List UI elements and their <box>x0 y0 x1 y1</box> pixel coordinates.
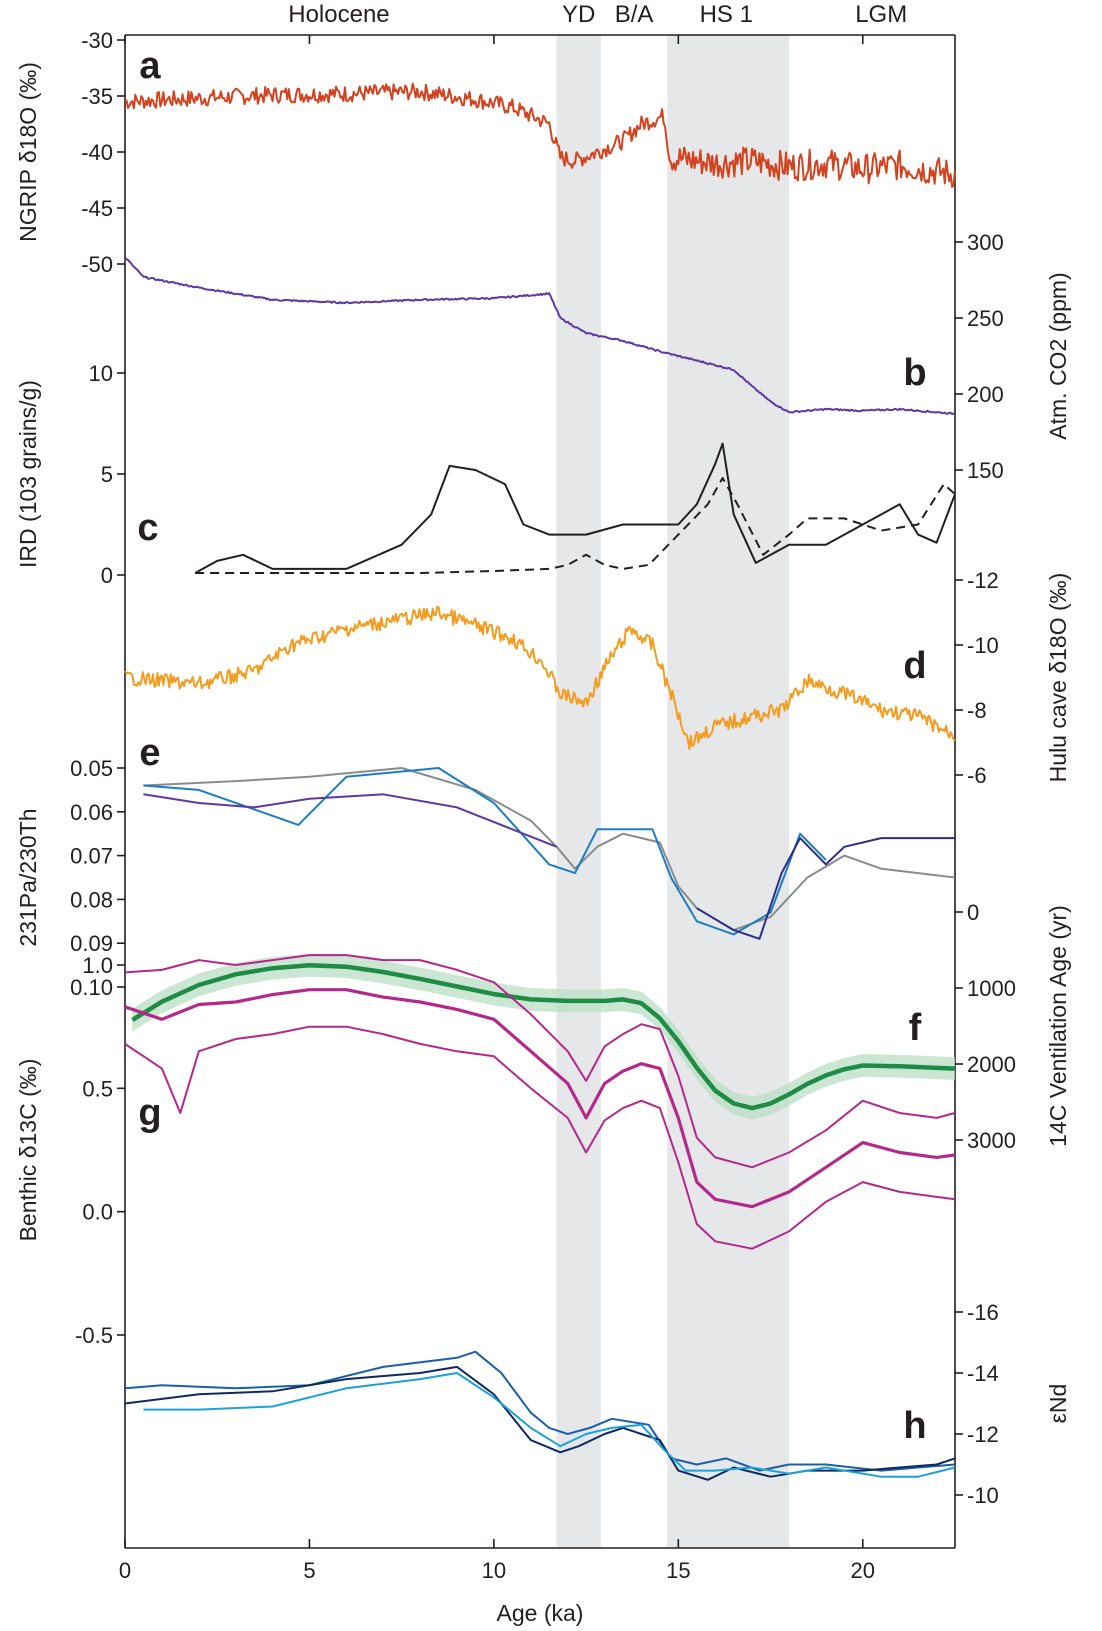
panel-letter-h: h <box>903 1405 926 1447</box>
panel-f-ytick-label: 0 <box>967 900 979 925</box>
panel-h-series-3 <box>143 1372 956 1478</box>
panel-g-ytick-label: 0.0 <box>82 1200 113 1225</box>
panel-c-series-1 <box>194 442 956 574</box>
panel-b-ytick-label: 300 <box>967 230 1004 255</box>
panel-letter-f: f <box>909 1007 922 1049</box>
panel-b-ytick-label: 250 <box>967 306 1004 331</box>
panel-h-ylabel: εNd <box>1045 1384 1071 1424</box>
panel-d-ytick-label: -8 <box>967 698 987 723</box>
panel-f-ytick-label: 3000 <box>967 1128 1016 1153</box>
period-label: Holocene <box>288 1 389 28</box>
panel-c-ylabel: IRD (103 grains/g) <box>15 380 41 568</box>
panel-b-series-1 <box>124 256 956 416</box>
panel-g-ytick-label: 0.5 <box>82 1076 113 1101</box>
panel-d-ytick-label: -10 <box>967 633 999 658</box>
panel-b-ylabel: Atm. CO2 (ppm) <box>1045 272 1071 439</box>
panel-h-ytick-label: -14 <box>967 1361 999 1386</box>
panel-letter-c: c <box>137 507 158 549</box>
x-tick-label: 0 <box>119 1558 131 1583</box>
panel-e-series-1 <box>143 767 956 932</box>
shaded-interval-2 <box>667 35 789 1548</box>
panel-g-ytick-label: 1.0 <box>82 953 113 978</box>
panel-c-ytick-label: 10 <box>89 361 113 386</box>
panel-f-series-1 <box>131 962 956 1111</box>
panel-c-ytick-label: 0 <box>101 563 113 588</box>
period-label: YD <box>562 1 595 28</box>
panel-letter-b: b <box>903 352 926 394</box>
period-label: LGM <box>855 1 907 28</box>
panel-f-ytick-label: 1000 <box>967 976 1016 1001</box>
panel-letters: a b c d e f g h <box>137 45 926 1447</box>
panel-a-ytick-label: -40 <box>81 140 113 165</box>
panel-a-ytick-label: -50 <box>81 252 113 277</box>
plot-frame <box>124 34 956 1549</box>
panel-c-ytick-label: 5 <box>101 462 113 487</box>
panel-d-ytick-label: -6 <box>967 763 987 788</box>
panel-e-ylabel: 231Pa/230Th <box>15 808 41 946</box>
panel-a-series-1 <box>124 82 956 188</box>
panel-letter-g: g <box>138 1092 161 1134</box>
panel-g-series-3 <box>124 1025 956 1250</box>
shaded-interval-1 <box>556 35 601 1548</box>
panel-h-ytick-label: -16 <box>967 1300 999 1325</box>
panel-d-ytick-label: -12 <box>967 568 999 593</box>
panel-f-ytick-label: 2000 <box>967 1052 1016 1077</box>
panel-h-series-2 <box>124 1365 956 1481</box>
panel-h-ytick-label: -10 <box>967 1483 999 1508</box>
x-axis-label: Age (ka) <box>497 1600 584 1626</box>
panel-letter-d: d <box>903 645 926 687</box>
panel-e-ytick-label: 0.05 <box>70 756 113 781</box>
x-axis: Age (ka) 0 5 10 15 20 <box>119 35 875 1626</box>
shaded-intervals <box>556 35 789 1548</box>
panel-h-ytick-label: -12 <box>967 1422 999 1447</box>
y-axes: -30 -35 -40 -45 -50 NGRIP δ18O (‰) 300 250 200 15… <box>15 28 1071 1508</box>
panel-e-series-2 <box>143 767 827 936</box>
panel-g-ylabel: Benthic δ13C (‰) <box>15 1059 41 1242</box>
panel-e-series-4 <box>696 837 955 940</box>
panel-h-series-1 <box>124 1350 956 1472</box>
panel-e-ytick-label: 0.08 <box>70 887 113 912</box>
panel-b-ytick-label: 150 <box>967 458 1004 483</box>
x-tick-label: 20 <box>851 1558 875 1583</box>
panel-a-ytick-label: -35 <box>81 84 113 109</box>
panel-g-series-1 <box>124 988 956 1209</box>
x-tick-label: 15 <box>666 1558 690 1583</box>
x-tick-label: 5 <box>303 1558 315 1583</box>
panel-d-series-1 <box>124 606 956 750</box>
panel-f-uncertainty-band <box>132 953 955 1120</box>
period-label: B/A <box>615 1 654 28</box>
panel-b-ytick-label: 200 <box>967 382 1004 407</box>
panel-a-ylabel: NGRIP δ18O (‰) <box>15 62 41 242</box>
period-labels: Holocene YD B/A HS 1 LGM <box>288 1 907 28</box>
panel-e-ytick-label: 0.06 <box>70 800 113 825</box>
panel-e-ytick-label: 0.09 <box>70 931 113 956</box>
panel-e-ytick-label: 0.10 <box>70 975 113 1000</box>
x-tick-label: 10 <box>482 1558 506 1583</box>
panel-g-series-2 <box>124 954 956 1169</box>
panel-letter-a: a <box>139 45 161 87</box>
panel-g-ytick-label: -0.5 <box>75 1323 113 1348</box>
panel-a-ytick-label: -30 <box>81 28 113 53</box>
panel-d-ylabel: Hulu cave δ18O (‰) <box>1045 573 1071 783</box>
panel-letter-e: e <box>139 732 160 774</box>
panel-f-ylabel: 14C Ventilation Age (yr) <box>1045 905 1071 1147</box>
panel-e-ytick-label: 0.07 <box>70 844 113 869</box>
panel-a-ytick-label: -45 <box>81 196 113 221</box>
series-layer <box>124 82 956 1481</box>
period-label: HS 1 <box>700 1 753 28</box>
panel-e-series-3 <box>143 793 557 848</box>
